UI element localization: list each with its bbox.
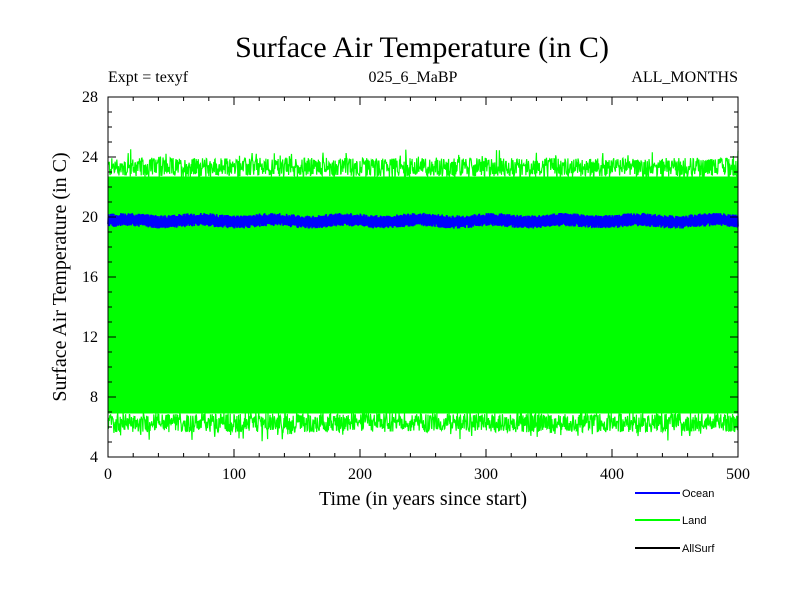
- y-tick-label: 16: [82, 269, 98, 286]
- x-tick-label: 400: [600, 466, 624, 483]
- legend-label-ocean: Ocean: [682, 488, 714, 500]
- x-tick-label: 300: [474, 466, 498, 483]
- y-tick-label: 12: [82, 329, 98, 346]
- y-tick-label: 8: [90, 389, 98, 406]
- y-tick-label: 20: [82, 209, 98, 226]
- legend-label-allsurf: AllSurf: [682, 543, 715, 555]
- land-upper-trace: [107, 149, 739, 179]
- land-series: [107, 149, 739, 442]
- land-envelope: [108, 176, 738, 414]
- chart-subtitle-right: ALL_MONTHS: [631, 69, 738, 86]
- x-tick-label: 0: [104, 466, 112, 483]
- x-axis: 0 100 200 300 400 500: [104, 97, 750, 483]
- legend: Ocean Land AllSurf: [635, 488, 715, 555]
- chart-subtitle-center: 025_6_MaBP: [369, 69, 458, 86]
- legend-label-land: Land: [682, 515, 706, 527]
- chart-title: Surface Air Temperature (in C): [235, 31, 609, 64]
- x-tick-label: 500: [726, 466, 750, 483]
- y-tick-label: 4: [90, 449, 98, 466]
- y-tick-label: 24: [82, 149, 98, 166]
- y-axis-label: Surface Air Temperature (in C): [49, 152, 71, 401]
- ocean-series: [107, 212, 739, 229]
- x-axis-label: Time (in years since start): [319, 488, 527, 510]
- land-lower-trace: [107, 411, 739, 442]
- x-tick-label: 100: [222, 466, 246, 483]
- y-tick-label: 28: [82, 89, 98, 106]
- y-axis: 4 8 12 16 20 24 28: [82, 89, 738, 466]
- ocean-line: [107, 212, 739, 229]
- chart-subtitle-left: Expt = texyf: [108, 69, 189, 86]
- x-tick-label: 200: [348, 466, 372, 483]
